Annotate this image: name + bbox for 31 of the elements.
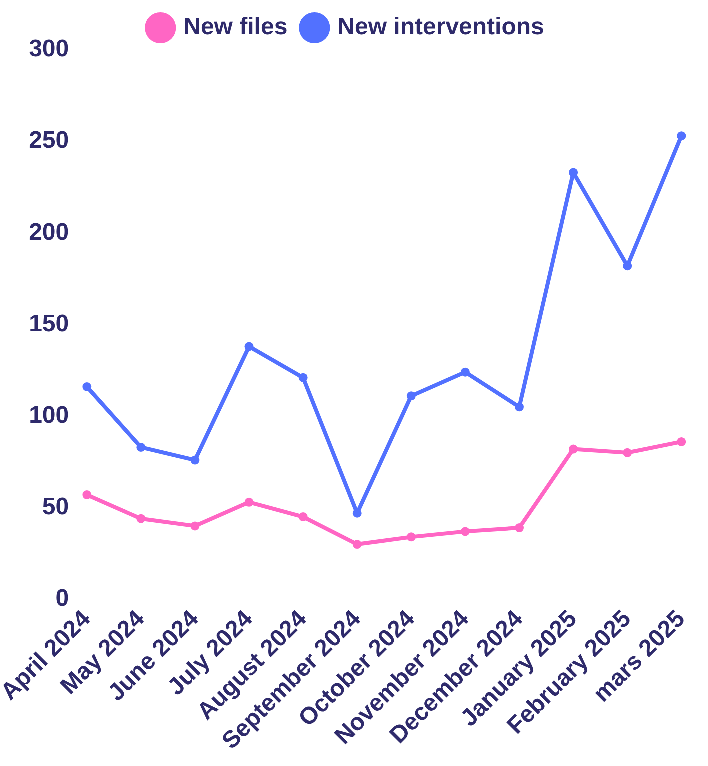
point [82, 490, 92, 500]
point [460, 527, 470, 536]
point [244, 498, 254, 507]
point [460, 368, 470, 377]
point [244, 342, 254, 352]
y-tick-label: 100 [29, 402, 70, 429]
point [406, 392, 416, 401]
y-tick-label: 300 [29, 36, 70, 63]
point [190, 456, 200, 465]
point [298, 373, 308, 382]
y-tick-label: 50 [42, 494, 70, 521]
point [352, 540, 362, 550]
point [514, 524, 524, 533]
point [190, 522, 200, 531]
point [136, 514, 146, 524]
point [298, 512, 308, 522]
point [677, 132, 686, 141]
point [82, 382, 92, 392]
point [569, 444, 578, 454]
point [136, 442, 146, 452]
point [569, 168, 578, 178]
legend-label: New interventions [338, 14, 544, 41]
y-tick-label: 0 [56, 585, 70, 612]
y-tick-label: 150 [29, 310, 70, 338]
legend-label: New files [184, 14, 288, 41]
point [623, 448, 632, 458]
point [514, 402, 524, 412]
y-tick-label: 200 [29, 218, 70, 246]
point [406, 532, 416, 542]
y-tick-label: 250 [29, 127, 70, 154]
point [677, 437, 686, 446]
